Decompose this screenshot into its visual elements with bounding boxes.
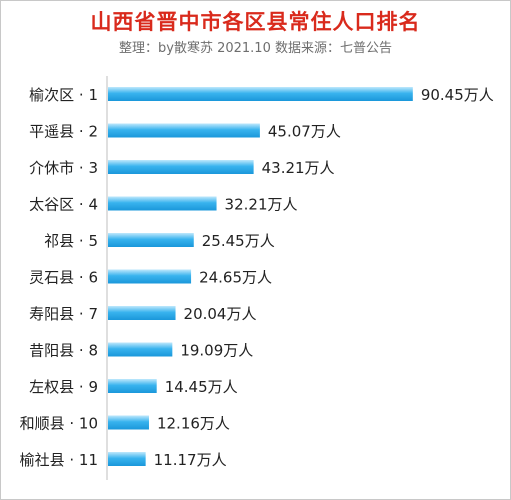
bar xyxy=(108,452,146,466)
bar xyxy=(108,196,217,211)
data-label: 14.45万人 xyxy=(165,378,238,396)
category-label: 和顺县 · 10 xyxy=(20,415,98,433)
bar xyxy=(108,87,413,101)
data-label: 24.65万人 xyxy=(199,269,272,287)
data-label: 11.17万人 xyxy=(154,451,227,469)
data-label: 19.09万人 xyxy=(180,342,253,360)
bar xyxy=(108,269,192,284)
bar xyxy=(108,123,260,138)
data-label: 32.21万人 xyxy=(225,196,298,214)
category-label: 灵石县 · 6 xyxy=(29,269,98,287)
category-label: 太谷区 · 4 xyxy=(29,196,98,214)
category-label: 祁县 · 5 xyxy=(44,232,98,250)
chart-title: 山西省晋中市各区县常住人口排名 xyxy=(90,10,421,34)
bar xyxy=(108,233,194,247)
category-label: 寿阳县 · 7 xyxy=(29,305,98,323)
category-label: 榆社县 · 11 xyxy=(20,451,98,469)
category-label: 昔阳县 · 8 xyxy=(29,342,98,360)
data-label: 25.45万人 xyxy=(202,232,275,250)
data-label: 20.04万人 xyxy=(184,305,257,323)
chart-subtitle: 整理：by散寒苏 2021.10 数据来源：七普公告 xyxy=(119,41,392,56)
category-label: 平遥县 · 2 xyxy=(29,123,98,141)
bar xyxy=(108,306,176,320)
data-label: 12.16万人 xyxy=(157,415,230,433)
bar xyxy=(108,379,157,393)
bar xyxy=(108,415,149,430)
category-label: 榆次区 · 1 xyxy=(29,86,98,104)
data-label: 45.07万人 xyxy=(268,123,341,141)
category-label: 介休市 · 3 xyxy=(29,159,98,177)
data-label: 43.21万人 xyxy=(262,159,335,177)
bar xyxy=(108,342,173,357)
bar xyxy=(108,160,254,174)
data-label: 90.45万人 xyxy=(421,86,494,104)
category-label: 左权县 · 9 xyxy=(29,378,98,396)
